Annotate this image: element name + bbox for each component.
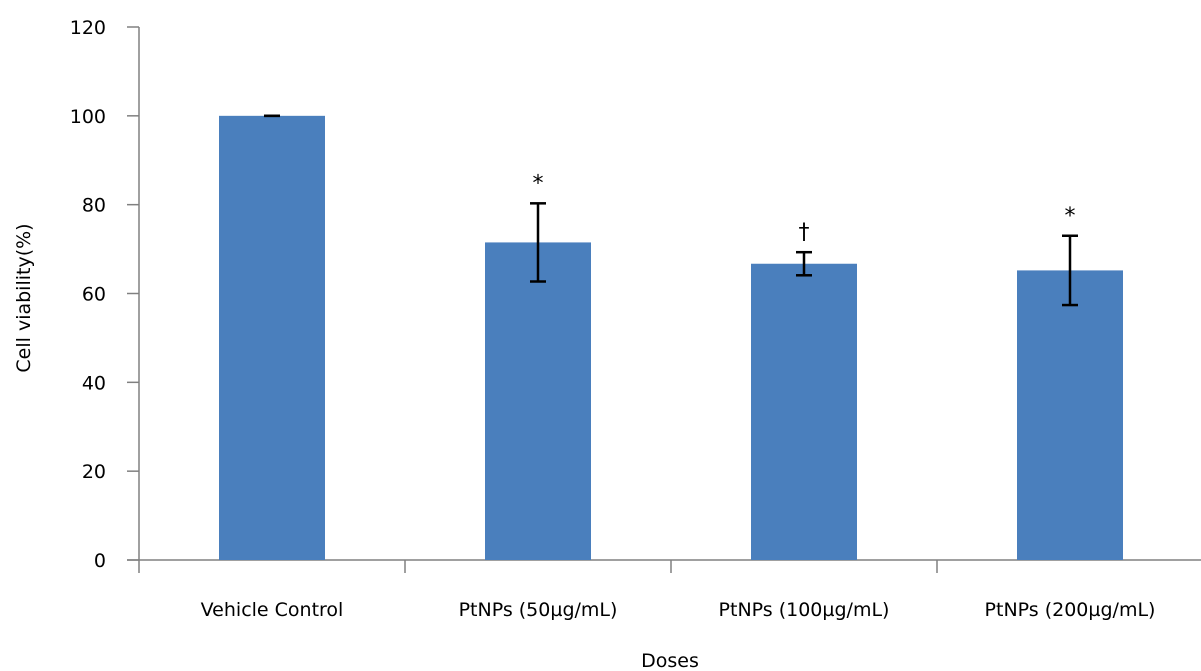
x-tick-label: Vehicle Control xyxy=(201,599,344,621)
y-tick-label: 40 xyxy=(82,372,106,394)
y-axis-title: Cell viability(%) xyxy=(13,223,35,372)
error-bar xyxy=(796,250,812,277)
x-tick-label: PtNPs (200µg/mL) xyxy=(985,599,1156,621)
y-tick-label: 100 xyxy=(70,106,106,128)
significance-marker: * xyxy=(1065,204,1076,229)
bar xyxy=(751,263,857,560)
significance-markers: * † * xyxy=(533,171,1076,245)
bars xyxy=(219,115,1123,560)
error-bar xyxy=(1062,234,1078,307)
error-bars xyxy=(264,114,1078,307)
bar xyxy=(219,115,325,560)
x-tick-label: PtNPs (50µg/mL) xyxy=(459,599,618,621)
x-axis: Vehicle Control PtNPs (50µg/mL) PtNPs (100… xyxy=(127,559,1201,621)
y-tick-label: 0 xyxy=(94,550,106,572)
y-tick-label: 20 xyxy=(82,461,106,483)
y-axis: 0 20 40 60 80 100 120 xyxy=(70,17,140,572)
x-tick-label: PtNPs (100µg/mL) xyxy=(719,599,890,621)
bar xyxy=(1017,270,1123,560)
significance-marker: † xyxy=(799,220,810,245)
y-tick-label: 120 xyxy=(70,17,106,39)
error-bar xyxy=(530,202,546,283)
bar xyxy=(485,242,591,560)
y-tick-label: 60 xyxy=(82,284,106,306)
x-axis-title: Doses xyxy=(641,650,699,671)
significance-marker: * xyxy=(533,171,544,196)
y-tick-label: 80 xyxy=(82,195,106,217)
